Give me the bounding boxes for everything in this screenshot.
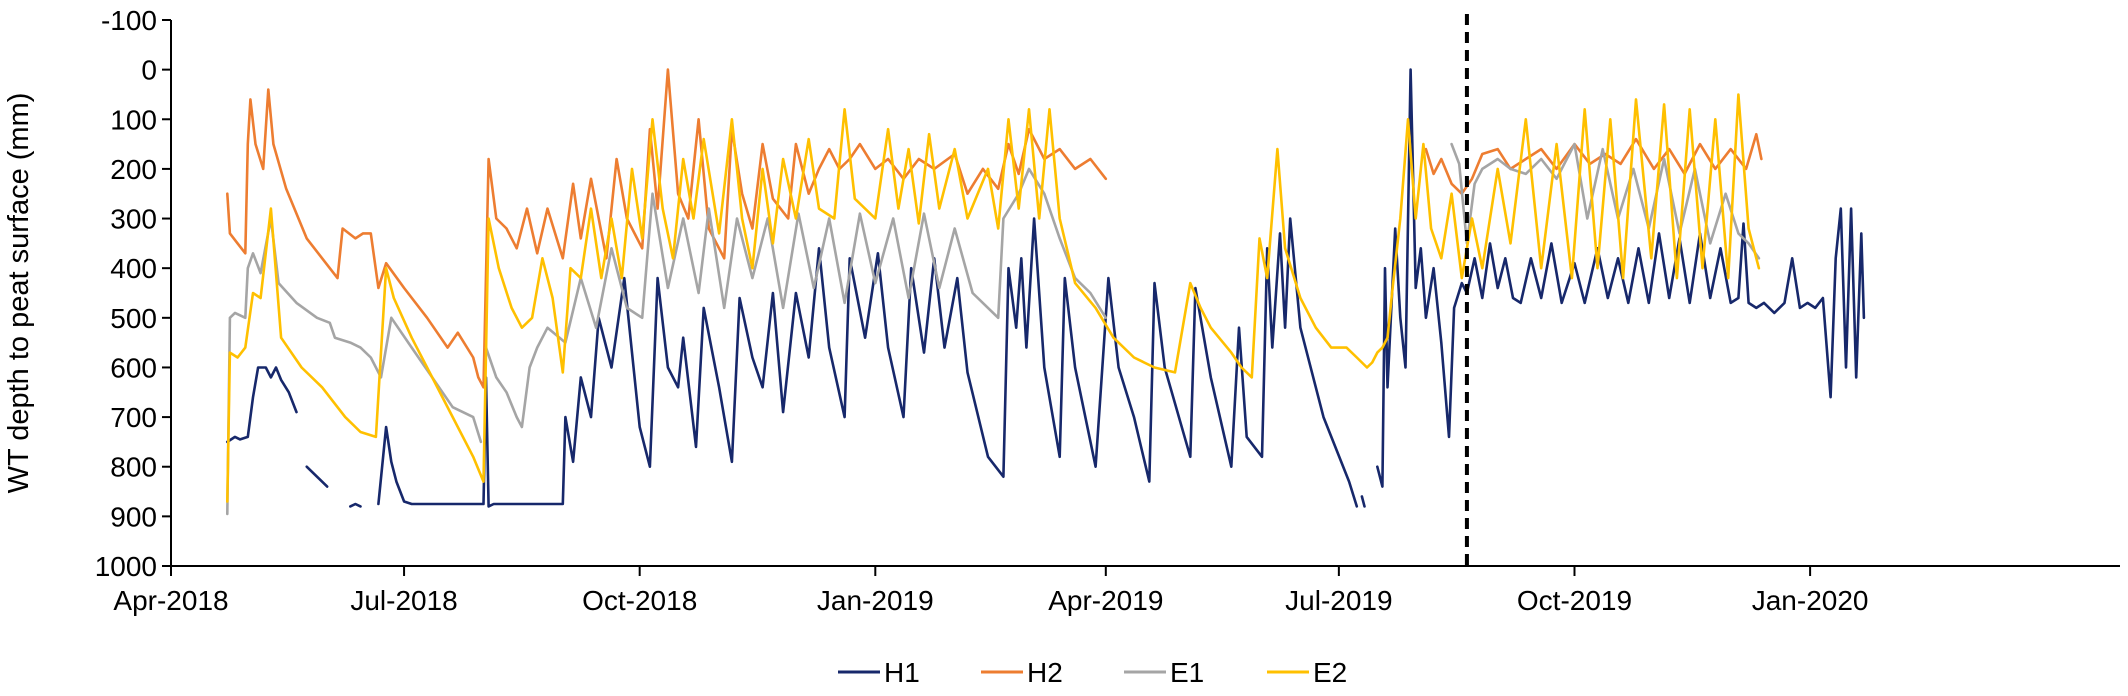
y-axis-title: WT depth to peat surface (mm) <box>3 93 35 494</box>
series-line-h1 <box>305 465 329 488</box>
x-tick-label: Jan-2019 <box>817 585 934 616</box>
series-line-h1 <box>377 217 1359 508</box>
y-tick-label: 300 <box>110 204 157 235</box>
x-tick-label: Oct-2018 <box>582 585 697 616</box>
series-line-h1 <box>1376 68 1866 488</box>
x-tick-label: Oct-2019 <box>1517 585 1632 616</box>
plot-area <box>226 68 1866 516</box>
y-tick-label: 0 <box>141 55 157 86</box>
y-tick-label: 400 <box>110 253 157 284</box>
legend: H1 H2 E1 E2 <box>838 657 1347 688</box>
y-tick-label: 100 <box>110 104 157 135</box>
x-tick-label: Apr-2018 <box>113 585 228 616</box>
x-tick-label: Jul-2019 <box>1285 585 1392 616</box>
legend-label-h2: H2 <box>1027 657 1063 688</box>
y-tick-label: 200 <box>110 154 157 185</box>
y-tick-label: 800 <box>110 452 157 483</box>
y-tick-label: 600 <box>110 352 157 383</box>
series-line-e2 <box>226 93 1761 503</box>
x-tick-label: Jan-2020 <box>1752 585 1869 616</box>
series-line-h1 <box>226 366 298 444</box>
y-tick-label: 1000 <box>95 551 157 582</box>
series-line-h2 <box>226 68 1108 389</box>
y-axis-ticks: -100 0 100 200 300 400 500 600 700 800 900 1000 <box>95 5 171 582</box>
x-axis-ticks: Apr-2018 Jul-2018 Oct-2018 Jan-2019 Apr-2019… <box>113 566 1868 616</box>
x-tick-label: Jul-2018 <box>350 585 457 616</box>
y-tick-label: 900 <box>110 501 157 532</box>
legend-label-e1: E1 <box>1170 657 1204 688</box>
legend-label-e2: E2 <box>1313 657 1347 688</box>
y-tick-label: 700 <box>110 402 157 433</box>
y-tick-label: -100 <box>101 5 157 36</box>
y-tick-label: 500 <box>110 303 157 334</box>
series-line-h1 <box>1360 495 1366 508</box>
series-line-e1 <box>1450 142 1761 260</box>
legend-label-h1: H1 <box>884 657 920 688</box>
series-line-h1 <box>348 502 362 508</box>
x-tick-label: Apr-2019 <box>1048 585 1163 616</box>
series-line-e1 <box>226 217 483 516</box>
